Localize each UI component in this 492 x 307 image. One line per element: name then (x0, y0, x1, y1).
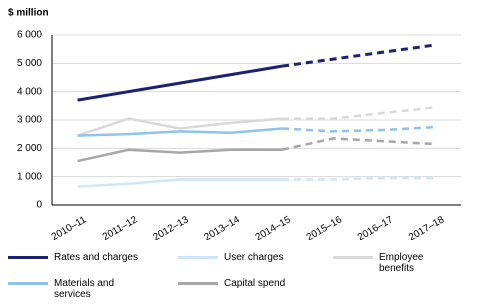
x-tick-label: 2015–16 (305, 214, 345, 240)
forecast-line (281, 125, 436, 133)
y-tick-label: 5 000 (17, 58, 42, 69)
legend-item: Materials and services (8, 278, 134, 300)
forecast-line (282, 106, 436, 120)
x-tick-label: 2013–14 (203, 214, 243, 240)
x-tick-label: 2014–15 (254, 214, 294, 240)
series-line (77, 148, 283, 163)
x-tick-label: 2011–12 (101, 214, 140, 240)
y-axis-title: $ million (8, 8, 49, 19)
legend-swatch (178, 256, 218, 259)
legend-swatch (333, 256, 373, 259)
legend-item: Rates and charges (8, 252, 164, 263)
legend-item: Capital spend (178, 278, 304, 289)
forecast-line (281, 137, 436, 151)
y-tick-label: 4 000 (17, 86, 42, 97)
series-line (77, 178, 283, 188)
legend-item: Employee benefits (333, 252, 459, 274)
series-line (77, 127, 283, 137)
y-tick-label: 6 000 (17, 30, 42, 41)
legend-swatch (8, 256, 48, 259)
legend-label: Employee benefits (379, 252, 424, 274)
series-line (77, 117, 283, 137)
legend-label: User charges (224, 252, 284, 263)
y-tick-label: 2 000 (17, 143, 42, 154)
x-tick-label: 2017–18 (407, 214, 447, 240)
chart: $ million 0 1 000 2 000 3 000 4 000 5 000 6 00… (8, 8, 461, 243)
legend-label: Capital spend (224, 278, 286, 289)
legend-label: Rates and charges (54, 252, 138, 263)
x-tick-label: 2012–13 (151, 214, 191, 240)
legend-swatch (8, 282, 48, 285)
series-line (77, 64, 283, 102)
legend-swatch (178, 282, 218, 285)
forecast-line (282, 176, 436, 181)
legend-label: Materials and services (54, 278, 115, 300)
y-tick-label: 1 000 (17, 171, 42, 182)
legend-item: User charges (178, 252, 304, 263)
x-tick-label: 2010–11 (50, 214, 89, 240)
x-tick-label: 2016–17 (356, 214, 396, 240)
y-tick-label: 0 (36, 200, 42, 211)
y-tick-label: 3 000 (17, 115, 42, 126)
forecast-line (281, 43, 436, 68)
